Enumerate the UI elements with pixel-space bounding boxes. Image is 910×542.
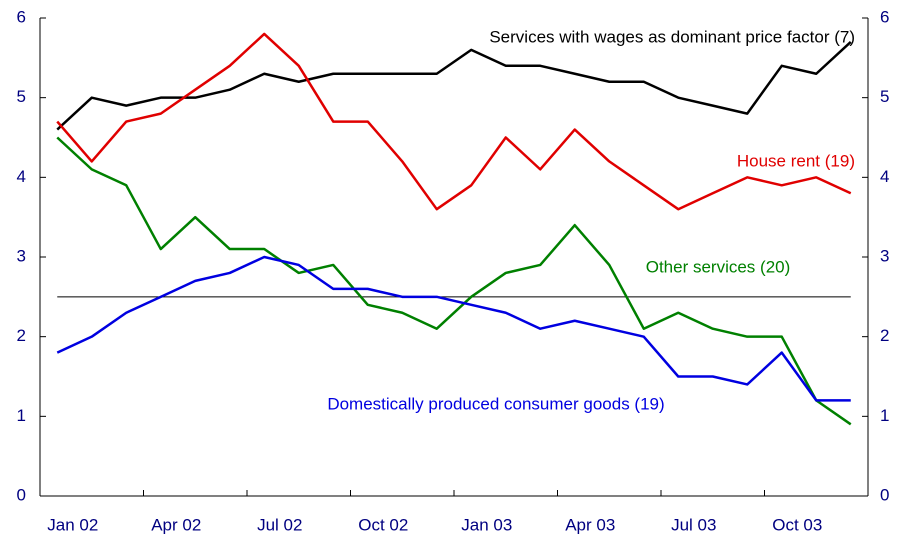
y2-tick-label: 3 [880,246,889,265]
series-line [56,40,852,131]
y-tick-label: 4 [17,167,26,186]
x-tick-label: Oct 03 [772,515,822,534]
y2-tick-label: 0 [880,485,889,504]
series-label: House rent (19) [737,151,855,170]
series-line [56,255,851,402]
y2-tick-label: 5 [880,87,889,106]
x-tick-label: Jan 02 [47,515,98,534]
series-label: Services with wages as dominant price fa… [489,27,855,46]
series-label: Domestically produced consumer goods (19… [327,394,664,413]
y-tick-label: 3 [17,246,26,265]
y-tick-label: 5 [17,87,26,106]
y-tick-label: 2 [17,326,26,345]
x-tick-label: Jul 03 [671,515,716,534]
x-tick-label: Jul 02 [257,515,302,534]
x-tick-label: Apr 03 [565,515,615,534]
x-tick-label: Oct 02 [358,515,408,534]
y-tick-label: 6 [17,7,26,26]
y2-tick-label: 2 [880,326,889,345]
y2-tick-label: 6 [880,7,889,26]
y-tick-label: 1 [17,406,26,425]
series-line [56,136,852,426]
y2-tick-label: 4 [880,167,889,186]
x-tick-label: Apr 02 [151,515,201,534]
y-tick-label: 0 [17,485,26,504]
series-label: Other services (20) [646,257,791,276]
series-line [56,32,852,211]
x-tick-label: Jan 03 [461,515,512,534]
y2-tick-label: 1 [880,406,889,425]
